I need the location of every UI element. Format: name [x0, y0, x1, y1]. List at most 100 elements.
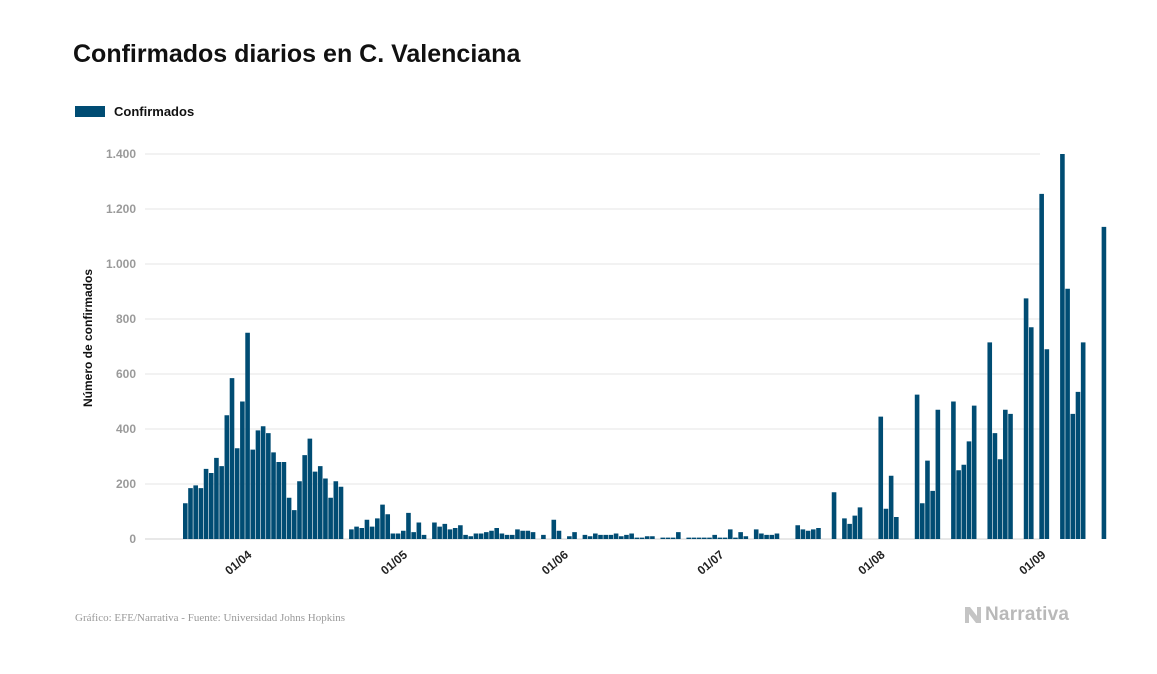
bar: [432, 522, 437, 539]
bar: [816, 528, 821, 539]
bar: [696, 537, 702, 540]
bar: [489, 530, 494, 539]
bar: [1003, 409, 1008, 539]
bar: [992, 433, 998, 540]
bar: [198, 488, 204, 540]
bar: [603, 534, 608, 540]
bar: [987, 342, 993, 540]
bar: [1080, 342, 1086, 540]
bar: [380, 504, 385, 540]
y-tick-label: 1.400: [106, 147, 136, 161]
y-tick-label: 800: [116, 312, 136, 326]
bar: [624, 534, 629, 540]
bar: [504, 534, 510, 540]
bar: [478, 533, 484, 539]
bar: [743, 536, 749, 539]
bar: [914, 394, 920, 540]
bar: [494, 528, 499, 539]
bar: [250, 449, 256, 540]
bar: [452, 528, 458, 539]
x-tick-label: 01/07: [695, 547, 727, 577]
bar: [255, 430, 261, 540]
bar: [442, 523, 448, 540]
bar: [188, 488, 193, 540]
bar: [312, 471, 318, 540]
bar: [629, 533, 634, 539]
bar: [395, 533, 401, 539]
bar: [727, 529, 733, 540]
bar: [245, 332, 250, 539]
bar: [520, 530, 525, 539]
x-tick-label: 01/06: [539, 547, 571, 577]
bar: [805, 530, 811, 539]
bar: [214, 457, 219, 540]
bar: [707, 537, 712, 540]
bar: [193, 485, 198, 540]
bar: [878, 416, 884, 540]
legend-label: Confirmados: [114, 104, 195, 119]
bar: [400, 530, 406, 539]
bar: [234, 448, 240, 539]
bar: [769, 534, 775, 540]
bar: [515, 529, 520, 540]
bar: [764, 534, 769, 540]
bar: [276, 462, 282, 539]
bar: [686, 537, 692, 540]
bar: [473, 533, 479, 539]
bar: [1008, 413, 1013, 540]
bar: [302, 455, 307, 540]
bar: [1039, 193, 1044, 540]
bar: [582, 534, 588, 540]
bar: [323, 478, 328, 539]
bar: [572, 532, 577, 540]
bar: [359, 528, 365, 539]
bar: [509, 534, 515, 540]
bar: [354, 526, 359, 540]
bar: [925, 460, 930, 540]
y-tick-label: 1.200: [106, 202, 136, 216]
bar: [369, 526, 375, 540]
bar: [1028, 327, 1034, 539]
bar: [229, 378, 235, 540]
bar: [297, 481, 302, 539]
bar: [307, 438, 313, 540]
bar: [291, 510, 297, 540]
bar: [733, 537, 738, 540]
bar: [463, 534, 468, 540]
bar: [1023, 298, 1029, 540]
bar: [1075, 391, 1081, 540]
bar: [644, 536, 650, 539]
bar: [951, 401, 956, 539]
brand-name: Narrativa: [985, 604, 1070, 625]
bar: [551, 519, 557, 539]
bar: [618, 536, 624, 539]
bar: [375, 518, 380, 540]
bar: [484, 532, 489, 540]
y-tick-label: 200: [116, 477, 136, 491]
bar: [468, 536, 474, 539]
bar: [842, 518, 847, 540]
narrativa-n-logo-icon: [965, 607, 981, 623]
bar: [587, 536, 593, 539]
bar: [328, 497, 333, 539]
bar: [1044, 349, 1050, 539]
bar: [598, 534, 603, 540]
bar: [240, 401, 245, 539]
bar: [416, 522, 422, 539]
bar: [338, 486, 344, 539]
y-tick-label: 600: [116, 367, 136, 381]
bar: [753, 529, 759, 540]
bar: [810, 529, 816, 540]
y-tick-label: 1.000: [106, 257, 136, 271]
bar: [665, 537, 671, 540]
bar: [406, 512, 411, 540]
bar: [639, 537, 645, 540]
bar: [670, 537, 676, 540]
bar: [722, 537, 728, 540]
bar: [219, 466, 224, 540]
bar: [411, 532, 416, 540]
bar: [364, 519, 370, 539]
bar: [390, 533, 396, 539]
bar: [613, 533, 619, 539]
